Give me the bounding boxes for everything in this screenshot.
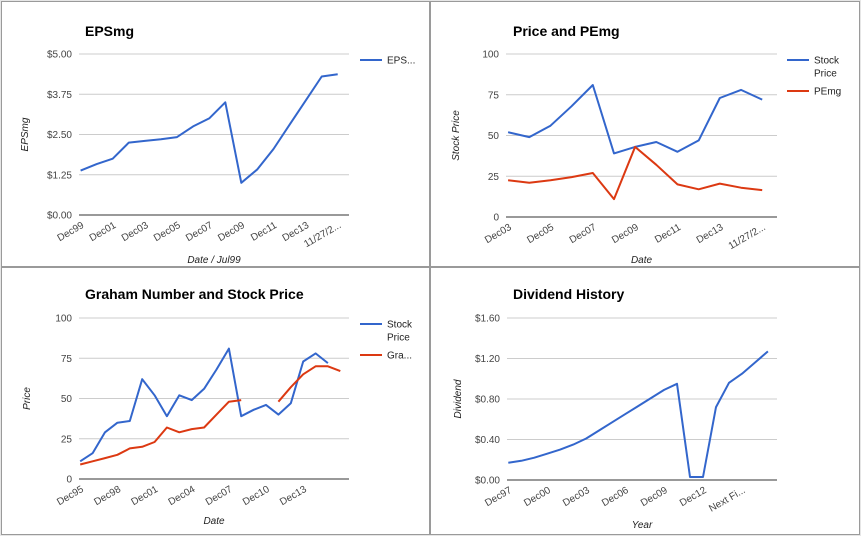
x-tick-label: Dec99 [56, 220, 87, 244]
series-eps [80, 73, 338, 184]
y-tick-label: $0.40 [475, 435, 500, 446]
dividend-chart-svg: Dividend History $0.00 $0.40 $0.80 $1.20 $1.6… [453, 286, 777, 531]
y-axis-label: EPSmg [20, 117, 31, 151]
chart-title: EPSmg [85, 23, 134, 39]
y-tick-label: $0.00 [475, 476, 500, 487]
series-line-series-0 [508, 350, 769, 478]
legend: EPS... [360, 56, 415, 67]
graham-chart-svg: Graham Number and Stock Price 0 25 50 75 100 P… [22, 286, 413, 527]
y-tick-label: 75 [488, 90, 500, 101]
chart-panel-epsmg: EPSmg $0.00 $1.25 $2.50 $3.75 $5.00 EPSmg Date … [1, 1, 430, 267]
x-tick-label: Dec05 [152, 220, 183, 244]
x-tick-label: Dec95 [55, 484, 86, 508]
series-gra [79, 365, 341, 466]
y-axis-label: Stock Price [451, 110, 462, 161]
y-tick-label: $0.80 [475, 395, 500, 406]
y-tick-label: $1.20 [475, 354, 500, 365]
eps-chart-svg: EPSmg $0.00 $1.25 $2.50 $3.75 $5.00 EPSmg Date … [20, 23, 415, 266]
y-axis-label: Dividend [453, 379, 464, 418]
legend-label: EPS... [387, 56, 415, 67]
x-tick-label: Next Fi... [707, 485, 747, 515]
x-tick-label: Dec10 [241, 484, 272, 508]
series-line-stock-price [79, 347, 329, 463]
x-tick-label: Dec07 [184, 220, 215, 244]
x-axis-label: Date [203, 516, 225, 527]
x-axis-label: Date / Jul99 [187, 255, 241, 266]
series-pemg [507, 145, 763, 201]
chart-title: Price and PEmg [513, 23, 620, 39]
x-tick-label: Dec13 [278, 484, 309, 508]
x-axis-label: Year [632, 520, 653, 531]
y-tick-label: $0.00 [47, 211, 72, 222]
legend-label: PEmg [814, 87, 841, 98]
series-series-0 [508, 350, 769, 478]
chart-panel-price-pemg: Price and PEmg 0 25 50 75 100 Stock Price Date D… [430, 1, 860, 267]
y-tick-label: 25 [61, 434, 73, 445]
chart-panel-dividend: Dividend History $0.00 $0.40 $0.80 $1.20 $1.6… [430, 267, 860, 535]
legend-label: Stock Price [387, 320, 413, 344]
x-tick-label: Dec07 [204, 484, 235, 508]
x-tick-label: 11/27/2... [302, 220, 343, 250]
x-tick-label: Dec01 [130, 484, 161, 508]
x-tick-label: Dec03 [561, 485, 592, 509]
series-line-stock-price [507, 84, 763, 155]
x-tick-label: Dec03 [483, 222, 514, 246]
chart-title: Graham Number and Stock Price [85, 286, 304, 302]
y-tick-label: 25 [488, 172, 500, 183]
x-tick-label: Dec12 [678, 485, 709, 509]
chart-panel-graham: Graham Number and Stock Price 0 25 50 75 100 P… [1, 267, 430, 535]
y-tick-label: 0 [66, 475, 72, 486]
x-tick-label: Dec11 [653, 222, 683, 246]
y-tick-label: $2.50 [47, 130, 72, 141]
legend-label: Gra... [387, 351, 412, 362]
x-tick-label: Dec06 [600, 485, 631, 509]
y-tick-label: 100 [55, 314, 72, 325]
y-tick-label: $1.25 [47, 170, 72, 181]
y-tick-label: $3.75 [47, 90, 72, 101]
y-tick-label: $5.00 [47, 50, 72, 61]
x-tick-label: Dec00 [522, 485, 553, 509]
x-tick-label: Dec97 [483, 485, 514, 509]
chart-title: Dividend History [513, 286, 624, 302]
x-tick-label: Dec09 [610, 222, 641, 246]
y-tick-label: 75 [61, 354, 73, 365]
y-tick-label: 100 [482, 50, 499, 61]
x-tick-label: Dec13 [695, 222, 726, 246]
y-axis-label: Price [22, 387, 33, 410]
x-tick-label: Dec01 [88, 220, 119, 244]
y-tick-label: 0 [493, 213, 499, 224]
y-tick-label: $1.60 [475, 314, 500, 325]
legend: Stock Price Gra... [360, 320, 413, 362]
x-tick-label: Dec11 [249, 220, 279, 244]
series-stock-price [507, 84, 763, 155]
x-tick-label: 11/27/2... [727, 222, 768, 252]
x-axis-label: Date [631, 255, 653, 266]
y-tick-label: 50 [488, 131, 500, 142]
y-tick-label: 50 [61, 394, 73, 405]
x-tick-label: Dec04 [167, 484, 198, 508]
series-line-gra [79, 365, 341, 466]
series-stock-price [79, 347, 329, 463]
x-tick-label: Dec07 [568, 222, 599, 246]
series-line-pemg [507, 145, 763, 201]
x-tick-label: Dec09 [639, 485, 670, 509]
x-tick-label: Dec05 [525, 222, 556, 246]
series-line-eps [80, 73, 338, 184]
x-tick-label: Dec98 [92, 484, 123, 508]
legend: Stock Price PEmg [787, 56, 841, 98]
x-tick-label: Dec03 [120, 220, 151, 244]
x-tick-label: Dec09 [216, 220, 247, 244]
legend-label: Stock Price [814, 56, 840, 80]
